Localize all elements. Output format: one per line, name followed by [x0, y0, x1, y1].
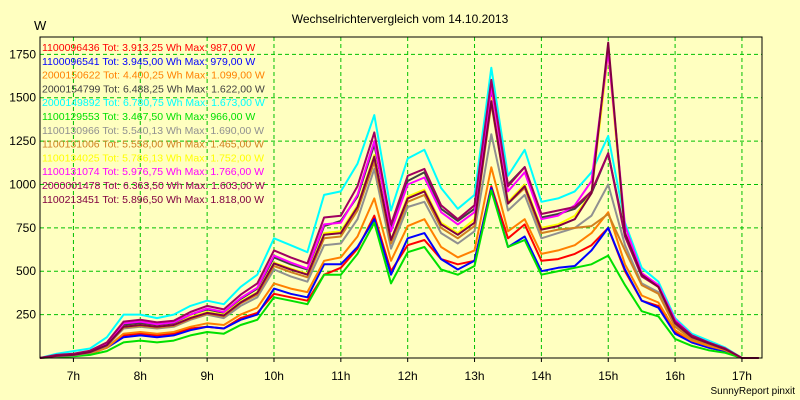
- y-tick-label-6: 1750: [9, 47, 36, 61]
- series-line-11: [39, 41, 759, 359]
- legend-entry-9: 1100131074 Tot: 5.976,75 Wh Max: 1.766,0…: [42, 166, 264, 178]
- series-line-4: [39, 66, 759, 359]
- chart-title: Wechselrichtervergleich vom 14.10.2013: [292, 12, 509, 26]
- x-tick-label-10: 17h: [732, 369, 752, 383]
- x-tick-label-7: 14h: [531, 369, 551, 383]
- x-tick-label-0: 7h: [67, 369, 80, 383]
- x-axis-ticks: 7h 8h 9h 10h 11h 12h 13h 14h 15h 16h 17h: [67, 358, 752, 383]
- series-line-2: [39, 166, 759, 359]
- legend-entry-8: 1100134025 Tot: 5.786,13 Wh Max: 1.752,0…: [42, 152, 264, 164]
- legend: 1100096436 Tot: 3.913,25 Wh Max: 987,00 …: [42, 42, 265, 206]
- y-tick-label-4: 1250: [9, 134, 36, 148]
- grid: [40, 37, 762, 358]
- footer-credit: SunnyReport pinxit: [711, 386, 796, 397]
- y-tick-label-1: 500: [16, 264, 36, 278]
- y-axis-unit: W: [34, 18, 47, 33]
- x-tick-label-4: 11h: [331, 369, 350, 383]
- legend-entry-3: 2000154799 Tot: 6.488,25 Wh Max: 1.622,0…: [42, 83, 265, 95]
- y-tick-label-2: 750: [16, 221, 36, 235]
- y-tick-label-3: 1000: [9, 177, 36, 191]
- x-tick-label-8: 15h: [598, 369, 618, 383]
- legend-entry-2: 2000150622 Tot: 4.400,25 Wh Max: 1.099,0…: [42, 70, 265, 82]
- legend-entry-5: 1100129553 Tot: 3.467,50 Wh Max: 966,00 …: [42, 111, 255, 123]
- series-line-5: [39, 189, 759, 359]
- y-tick-label-0: 250: [16, 308, 36, 322]
- x-tick-label-5: 12h: [398, 369, 418, 383]
- legend-entry-10: 2000001478 Tot: 6.363,50 Wh Max: 1.603,0…: [42, 180, 265, 192]
- y-tick-label-5: 1500: [9, 91, 36, 105]
- x-tick-label-2: 9h: [200, 369, 213, 383]
- legend-entry-7: 1100131006 Tot: 5.558,00 Wh Max: 1.465,0…: [42, 139, 264, 151]
- plot-frame: [39, 36, 763, 359]
- legend-entry-0: 1100096436 Tot: 3.913,25 Wh Max: 987,00 …: [42, 42, 255, 54]
- legend-entry-1: 1100096541 Tot: 3.945,00 Wh Max: 979,00 …: [42, 56, 255, 68]
- x-tick-label-3: 10h: [264, 369, 284, 383]
- series-lines: [39, 41, 759, 359]
- x-tick-label-9: 16h: [665, 369, 685, 383]
- y-axis-ticks: 250 500 750 1000 1250 1500 1750: [9, 47, 36, 321]
- legend-entry-6: 1100130966 Tot: 5.540,13 Wh Max: 1.690,0…: [42, 125, 264, 137]
- x-tick-label-6: 13h: [465, 369, 485, 383]
- legend-entry-11: 1100213451 Tot: 5.896,50 Wh Max: 1.818,0…: [42, 194, 264, 206]
- legend-entry-4: 2000149892 Tot: 6.780,75 Wh Max: 1.673,0…: [42, 97, 265, 109]
- series-line-1: [39, 187, 759, 359]
- x-tick-label-1: 8h: [134, 369, 147, 383]
